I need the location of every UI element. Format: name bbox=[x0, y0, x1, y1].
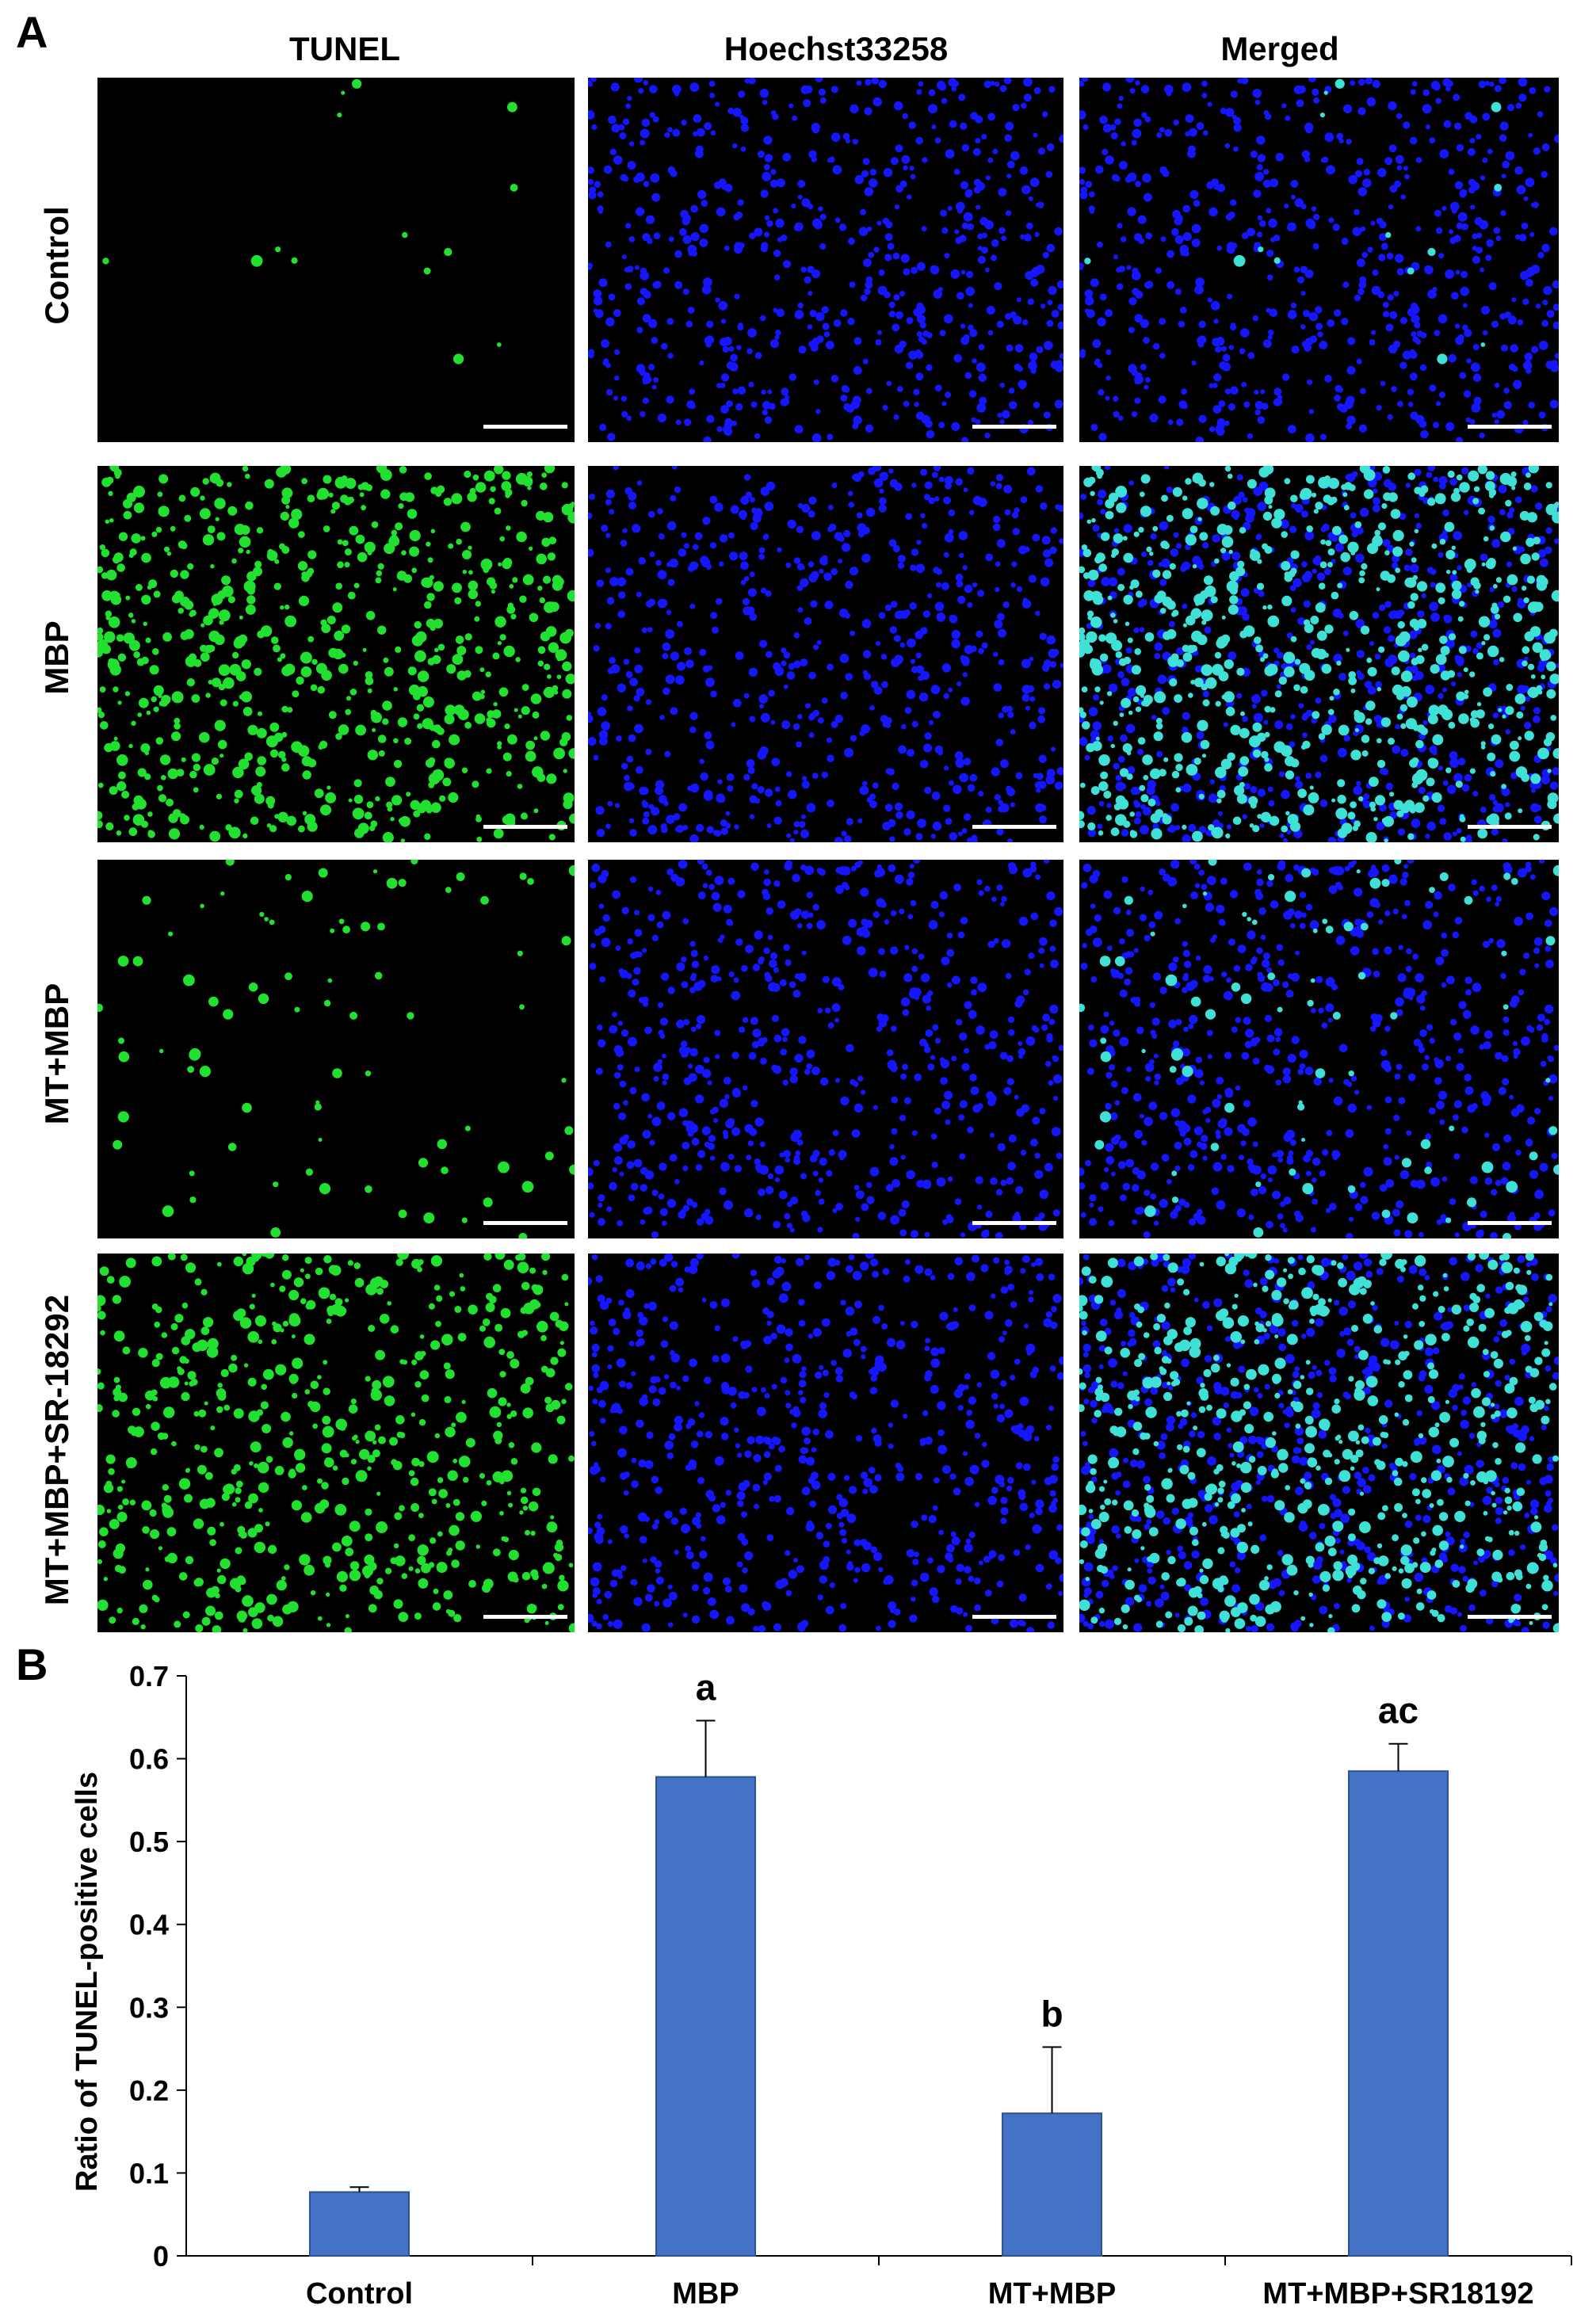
micrograph-mt-mbp-merged bbox=[1079, 860, 1559, 1238]
micrograph-image bbox=[97, 860, 575, 1238]
column-header-merged: Merged bbox=[1220, 30, 1339, 67]
y-tick-label: 0.3 bbox=[129, 1991, 169, 2024]
x-tick-label: Control bbox=[306, 2277, 413, 2311]
micrograph-image bbox=[97, 78, 575, 442]
significance-label: ac bbox=[1378, 1690, 1419, 1731]
scale-bar bbox=[1468, 825, 1552, 829]
micrograph-image bbox=[1079, 1254, 1559, 1632]
micrograph-mt-mbp-sr-merged bbox=[1079, 1254, 1559, 1632]
y-axis-label: Ratio of TUNEL-positive cells bbox=[71, 1772, 104, 2192]
panel-b-label: B bbox=[16, 1639, 48, 1689]
row-label-mt-mbp-sr: MT+MBP+SR-18292 bbox=[38, 1294, 75, 1606]
scale-bar bbox=[1468, 425, 1552, 429]
micrograph-image bbox=[588, 78, 1063, 442]
micrograph-image bbox=[1079, 78, 1559, 442]
scale-bar bbox=[483, 825, 567, 829]
panel-a-label: A bbox=[16, 7, 48, 57]
y-tick-label: 0.4 bbox=[129, 1909, 169, 1941]
scale-bar bbox=[972, 825, 1056, 829]
bar-chart: 0 0.1 0.2 0.3 0.4 0.5 0.6 0.7 Ratio of TUNEL-pos… bbox=[71, 1660, 1572, 2311]
row-label-control: Control bbox=[38, 206, 75, 325]
scale-bar bbox=[483, 1221, 567, 1225]
micrograph-image bbox=[1079, 860, 1559, 1238]
bar-control bbox=[309, 2191, 410, 2257]
bar-mbp bbox=[655, 1776, 756, 2257]
scale-bar bbox=[1468, 1221, 1552, 1225]
micrograph-mt-mbp-sr-tunel bbox=[97, 1254, 575, 1632]
x-tick-label: MT+MBP+SR18192 bbox=[1262, 2277, 1533, 2311]
y-tick-label: 0.5 bbox=[129, 1826, 169, 1858]
row-label-mt-mbp: MT+MBP bbox=[38, 983, 75, 1125]
scale-bar bbox=[972, 1615, 1056, 1619]
micrograph-image bbox=[97, 466, 575, 842]
significance-label: a bbox=[696, 1666, 716, 1708]
y-tick-label: 0.7 bbox=[129, 1660, 169, 1692]
scale-bar bbox=[972, 1221, 1056, 1225]
micrograph-image bbox=[588, 860, 1063, 1238]
micrograph-control-tunel bbox=[97, 78, 575, 442]
micrograph-image bbox=[588, 1254, 1063, 1632]
scale-bar bbox=[1468, 1615, 1552, 1619]
micrograph-mbp-tunel bbox=[97, 466, 575, 842]
bar-mt-mbp bbox=[1002, 2112, 1102, 2257]
column-header-tunel: TUNEL bbox=[289, 30, 400, 67]
micrograph-image bbox=[1079, 466, 1559, 842]
scale-bar bbox=[483, 1615, 567, 1619]
micrograph-mt-mbp-hoechst bbox=[588, 860, 1063, 1238]
x-tick-label: MT+MBP bbox=[988, 2277, 1117, 2311]
micrograph-mt-mbp-tunel bbox=[97, 860, 575, 1238]
micrograph-mbp-merged bbox=[1079, 466, 1559, 842]
micrograph-control-merged bbox=[1079, 78, 1559, 442]
micrograph-control-hoechst bbox=[588, 78, 1063, 442]
x-tick-label: MBP bbox=[672, 2277, 739, 2311]
bar-mt-mbp-sr18192 bbox=[1348, 1770, 1449, 2257]
significance-label: b bbox=[1041, 1993, 1063, 2034]
micrograph-image bbox=[588, 466, 1063, 842]
micrograph-mbp-hoechst bbox=[588, 466, 1063, 842]
row-label-mbp: MBP bbox=[38, 620, 75, 695]
micrograph-image bbox=[97, 1254, 575, 1632]
micrograph-mt-mbp-sr-hoechst bbox=[588, 1254, 1063, 1632]
scale-bar bbox=[483, 425, 567, 429]
y-tick-label: 0.6 bbox=[129, 1743, 169, 1776]
y-tick-label: 0.1 bbox=[129, 2157, 169, 2189]
column-header-hoechst: Hoechst33258 bbox=[724, 30, 949, 67]
scale-bar bbox=[972, 425, 1056, 429]
y-tick-label: 0.2 bbox=[129, 2074, 169, 2107]
y-tick-label: 0 bbox=[153, 2240, 169, 2272]
